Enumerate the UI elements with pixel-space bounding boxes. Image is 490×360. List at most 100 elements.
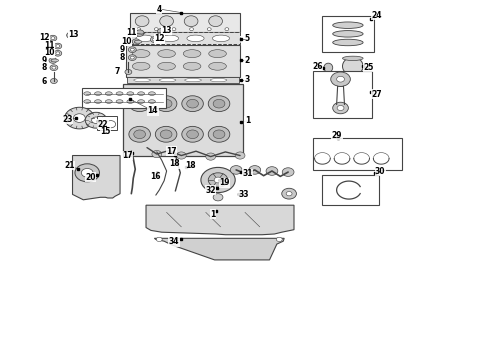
Circle shape [54, 43, 62, 49]
Circle shape [214, 177, 222, 183]
Circle shape [225, 28, 229, 31]
Circle shape [51, 37, 55, 40]
Text: 24: 24 [371, 10, 382, 19]
Circle shape [128, 55, 136, 60]
Circle shape [208, 126, 230, 142]
Circle shape [160, 130, 172, 139]
Ellipse shape [127, 100, 134, 103]
Ellipse shape [134, 78, 150, 82]
Circle shape [137, 28, 141, 31]
Text: 33: 33 [239, 190, 249, 199]
Text: 11: 11 [126, 28, 137, 37]
Circle shape [49, 35, 57, 41]
Circle shape [207, 28, 211, 31]
Text: 19: 19 [219, 178, 230, 187]
Ellipse shape [213, 35, 229, 42]
Ellipse shape [209, 16, 222, 27]
Text: 10: 10 [121, 37, 132, 46]
Text: 3: 3 [245, 76, 250, 85]
Text: 12: 12 [154, 34, 165, 43]
Circle shape [92, 117, 100, 123]
Bar [127, 77, 239, 83]
Circle shape [67, 32, 75, 39]
Circle shape [134, 40, 138, 43]
Circle shape [81, 168, 93, 177]
Text: 18: 18 [185, 161, 196, 170]
Ellipse shape [132, 50, 150, 58]
Circle shape [132, 39, 140, 45]
Ellipse shape [210, 78, 227, 82]
Ellipse shape [160, 16, 173, 27]
Polygon shape [154, 238, 284, 260]
Circle shape [74, 114, 85, 122]
Circle shape [50, 78, 57, 84]
Ellipse shape [105, 100, 112, 103]
Circle shape [187, 99, 198, 108]
Circle shape [282, 188, 296, 199]
Text: 10: 10 [44, 49, 54, 57]
Circle shape [213, 130, 225, 139]
Circle shape [155, 126, 177, 142]
Ellipse shape [148, 92, 155, 95]
Circle shape [152, 38, 156, 41]
Text: 29: 29 [332, 130, 343, 139]
Circle shape [331, 72, 350, 86]
Text: 1: 1 [245, 116, 250, 125]
Circle shape [130, 48, 134, 51]
Circle shape [75, 164, 99, 182]
Ellipse shape [116, 100, 123, 103]
Circle shape [125, 69, 132, 75]
Bar [313, 71, 372, 118]
Ellipse shape [138, 92, 145, 95]
Circle shape [208, 173, 228, 187]
Text: 13: 13 [161, 26, 172, 35]
Ellipse shape [162, 35, 178, 42]
Text: 13: 13 [68, 30, 79, 39]
Circle shape [130, 56, 134, 59]
Circle shape [337, 105, 344, 111]
Circle shape [51, 59, 55, 62]
Circle shape [152, 150, 162, 158]
Text: 1: 1 [211, 210, 216, 219]
Circle shape [249, 166, 261, 174]
Text: 8: 8 [120, 53, 125, 62]
Text: 30: 30 [375, 167, 386, 176]
Circle shape [190, 28, 194, 31]
Bar [322, 16, 374, 52]
Text: 32: 32 [205, 186, 216, 194]
Text: 14: 14 [147, 107, 158, 115]
Circle shape [134, 130, 146, 139]
Bar [123, 84, 243, 156]
Circle shape [157, 28, 166, 35]
Ellipse shape [136, 35, 153, 42]
Text: 6: 6 [42, 77, 47, 86]
Ellipse shape [158, 50, 175, 58]
Ellipse shape [324, 63, 333, 72]
Circle shape [282, 168, 294, 176]
Circle shape [187, 130, 198, 139]
Circle shape [150, 37, 158, 42]
Circle shape [206, 153, 216, 160]
Ellipse shape [134, 40, 142, 43]
Ellipse shape [159, 78, 176, 82]
Ellipse shape [185, 78, 201, 82]
Text: 5: 5 [245, 34, 250, 43]
Circle shape [54, 50, 62, 56]
Circle shape [333, 102, 348, 114]
Bar [126, 45, 240, 77]
Circle shape [286, 192, 292, 196]
Bar [97, 116, 117, 130]
Text: 11: 11 [44, 41, 54, 50]
Circle shape [201, 167, 235, 193]
Ellipse shape [138, 100, 145, 103]
Ellipse shape [184, 16, 198, 27]
Circle shape [85, 112, 107, 128]
Ellipse shape [187, 35, 204, 42]
Bar [313, 138, 402, 170]
Ellipse shape [105, 92, 112, 95]
Ellipse shape [84, 92, 91, 95]
Text: 4: 4 [157, 4, 162, 13]
Circle shape [56, 52, 60, 55]
Ellipse shape [209, 50, 226, 58]
Text: 34: 34 [169, 238, 179, 246]
